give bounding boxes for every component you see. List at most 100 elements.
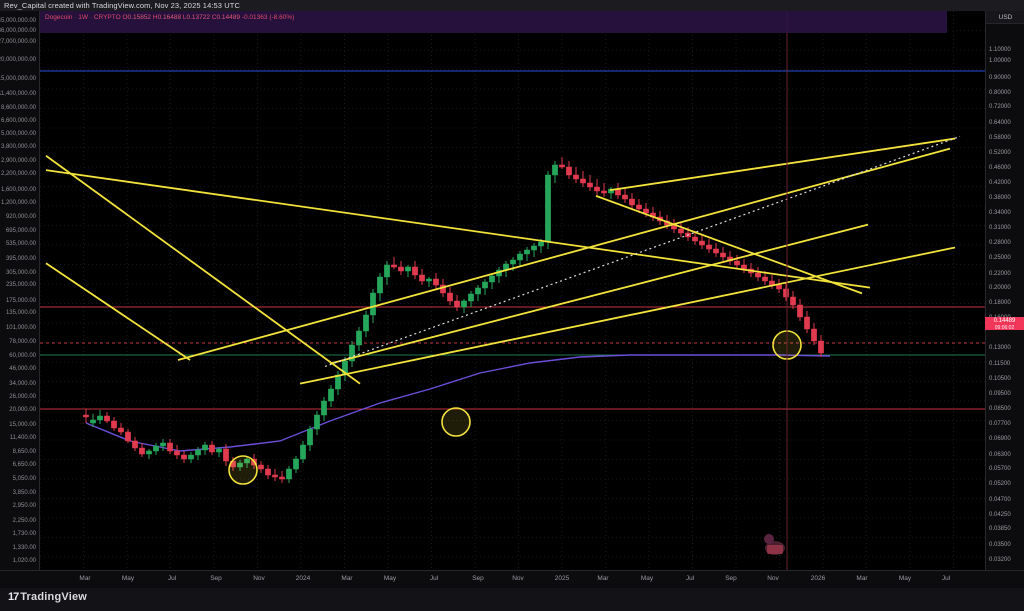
time-axis[interactable]: Mar May Jul Sep Nov 2024 Mar May Jul Sep Nov 2025 Ma…	[0, 570, 1024, 588]
price-axis-right[interactable]: USD 1.10000 1.00000 0.90000 0.80000 0.72000 0…	[985, 11, 1024, 570]
price-tick-left: 1,020.00	[12, 558, 36, 565]
price-tick-right: 0.05200	[989, 481, 1011, 488]
time-tick: Mar	[597, 575, 609, 582]
price-tick-left: 920,000.00	[5, 214, 36, 221]
time-tick: Nov	[767, 575, 779, 582]
price-tick-right: 0.06300	[989, 451, 1011, 458]
trend-line[interactable]	[177, 147, 951, 361]
legend-band	[40, 11, 947, 33]
price-tick-left: 135,000.00	[5, 310, 36, 317]
circle-annotation[interactable]	[228, 455, 258, 485]
time-tick: May	[640, 575, 654, 582]
price-tick-right: 0.38000	[989, 194, 1011, 201]
price-tick-left: 2,900,000.00	[0, 157, 36, 164]
price-tick-left: 36,000,000.00	[0, 28, 36, 35]
price-tick-right: 0.08500	[989, 406, 1011, 413]
emoji-sticker[interactable]	[764, 534, 785, 555]
legend-low-label: L	[182, 14, 187, 21]
price-tick-right: 0.31000	[989, 225, 1011, 232]
legend-symbol[interactable]: Dogecoin	[45, 14, 73, 21]
price-tick-left: 60,000.00	[9, 352, 36, 359]
currency-label: USD	[986, 11, 1024, 24]
price-tick-right: 0.80000	[989, 89, 1011, 96]
price-tick-left: 8,650.00	[12, 448, 36, 455]
footer-bar	[0, 588, 1024, 611]
price-tick-left: 5,000,000.00	[0, 131, 36, 138]
legend-change-abs: -0.01363	[241, 14, 268, 21]
price-tick-right: 0.25000	[989, 255, 1011, 261]
price-tick-left: 46,000.00	[9, 366, 36, 373]
legend-high-label: H	[152, 14, 158, 21]
price-tick-left: 20,000,000.00	[0, 56, 36, 63]
price-tick-right: 0.34000	[989, 209, 1011, 216]
price-tick-left: 11,400,000.00	[0, 91, 36, 98]
price-tick-left: 1,600,000.00	[0, 187, 36, 194]
time-tick: Jul	[941, 575, 951, 582]
price-tick-right: 0.10500	[989, 375, 1011, 382]
trend-line[interactable]	[45, 155, 361, 385]
tradingview-logo[interactable]: 17 TradingView	[8, 591, 87, 603]
time-tick: Sep	[210, 575, 222, 582]
trend-line[interactable]	[609, 137, 956, 192]
time-tick: 2026	[810, 575, 826, 582]
price-tick-left: 27,000,000.00	[0, 38, 36, 45]
time-tick: Jul	[429, 575, 439, 582]
time-tick: 2025	[554, 575, 570, 582]
price-tick-left: 78,000.00	[9, 339, 36, 346]
price-tick-right: 0.46000	[989, 164, 1011, 171]
price-tick-left: 305,000.00	[5, 269, 36, 276]
legend-open-value: 0.15852	[127, 14, 152, 21]
price-tick-left: 2,950.00	[12, 503, 36, 510]
trend-line[interactable]	[324, 135, 961, 368]
time-tick: Mar	[856, 575, 868, 582]
price-tick-left: 2,200,000.00	[0, 171, 36, 178]
price-tick-left: 26,000.00	[9, 393, 36, 400]
chart-canvas	[40, 11, 985, 570]
price-tick-right: 0.52000	[989, 149, 1011, 156]
symbol-legend[interactable]: Dogecoin · 1W · CRYPTO O0.15852 H0.16488…	[45, 13, 294, 22]
price-tick-right: 1.10000	[989, 46, 1011, 53]
legend-sep-1: ·	[74, 14, 77, 21]
price-tick-right: 0.03500	[989, 542, 1011, 549]
legend-interval[interactable]: 1W	[78, 14, 89, 21]
trend-line[interactable]	[45, 262, 191, 361]
price-tick-right: 0.22000	[989, 270, 1011, 277]
price-tick-left: 11,400.00	[9, 435, 36, 442]
trend-line[interactable]	[45, 169, 871, 289]
time-tick: Jul	[685, 575, 695, 582]
trend-line[interactable]	[595, 195, 863, 295]
price-tick-left: 1,200,000.00	[0, 200, 36, 207]
legend-change-pct: (-8.60%)	[269, 14, 295, 21]
price-tick-right: 0.04250	[989, 511, 1011, 518]
price-tick-right: 0.90000	[989, 74, 1011, 81]
price-tick-right: 0.58000	[989, 134, 1011, 141]
tradingview-logo-text: TradingView	[20, 591, 88, 603]
time-tick: May	[121, 575, 135, 582]
price-tick-right: 0.64000	[989, 120, 1011, 127]
time-tick: Mar	[341, 575, 353, 582]
time-tick: Mar	[79, 575, 91, 582]
price-tick-left: 1,730.00	[12, 531, 36, 538]
price-tick-left: 3,800,000.00	[0, 144, 36, 151]
legend-close-value: 0.14489	[216, 14, 241, 21]
price-tick-right: 0.03850	[989, 526, 1011, 533]
price-tick-left: 45,000,000.00	[0, 18, 36, 25]
price-tick-right: 0.18000	[989, 300, 1011, 307]
price-tick-left: 5,050.00	[12, 475, 36, 482]
time-tick: Sep	[472, 575, 484, 582]
trend-line[interactable]	[329, 223, 869, 365]
time-tick: Jul	[167, 575, 177, 582]
bar-countdown: 09:06:02	[994, 324, 1015, 331]
legend-close-label: C	[211, 14, 217, 21]
circle-annotation[interactable]	[441, 407, 471, 437]
time-tick: 2024	[295, 575, 311, 582]
legend-open-label: O	[122, 14, 128, 21]
price-tick-left: 20,000.00	[9, 407, 36, 414]
price-tick-left: 34,000.00	[9, 380, 36, 387]
trend-line[interactable]	[299, 246, 956, 385]
price-tick-left: 3,850.00	[12, 489, 36, 496]
price-axis-left[interactable]: 45,000,000.00 36,000,000.00 27,000,000.00 2…	[0, 11, 40, 570]
price-tick-right: 1.00000	[989, 58, 1011, 65]
chart-plot-area[interactable]	[40, 11, 985, 570]
